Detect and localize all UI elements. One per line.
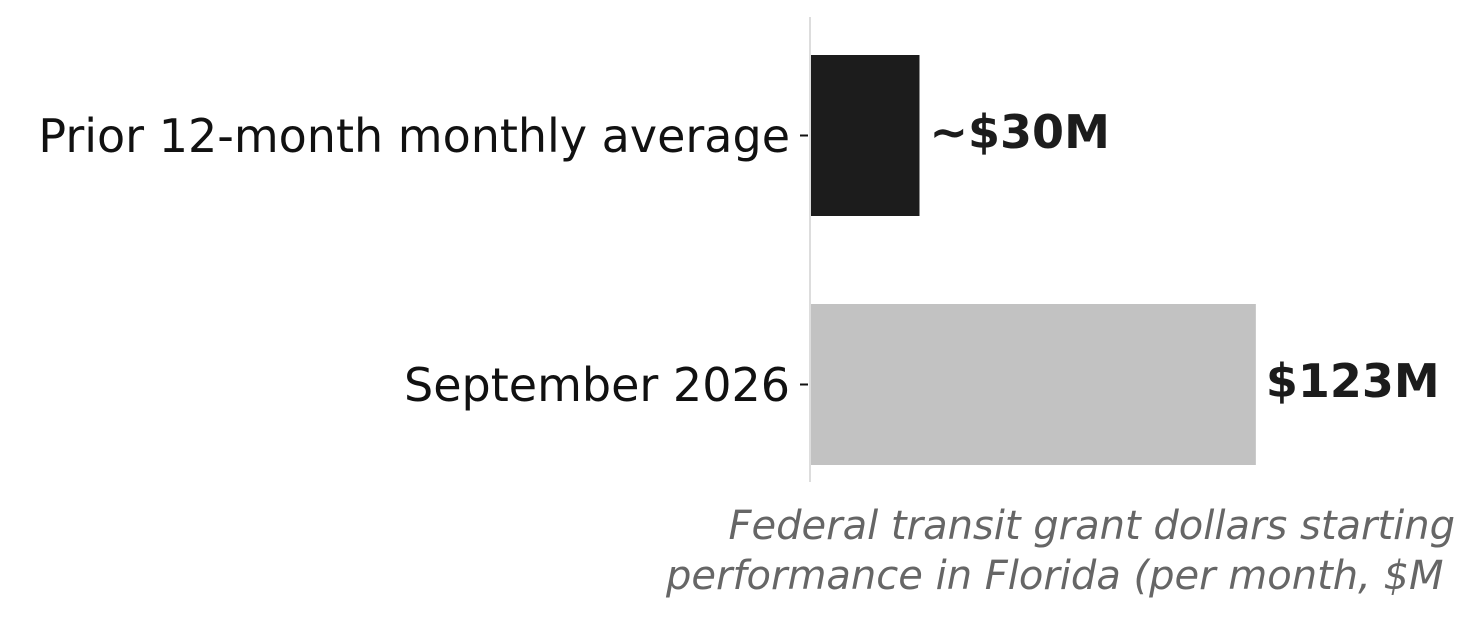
y-tick-label: Prior 12-month monthly average xyxy=(38,109,790,163)
y-tick-label: September 2026 xyxy=(404,358,790,412)
value-label: ~$30M xyxy=(930,105,1110,159)
value-label: $123M xyxy=(1266,354,1440,408)
bar xyxy=(811,304,1256,465)
x-axis-label: Federal transit grant dollars starting xyxy=(729,503,1455,549)
x-axis-label: performance in Florida (per month, $M xyxy=(665,553,1444,599)
bar xyxy=(811,55,920,216)
